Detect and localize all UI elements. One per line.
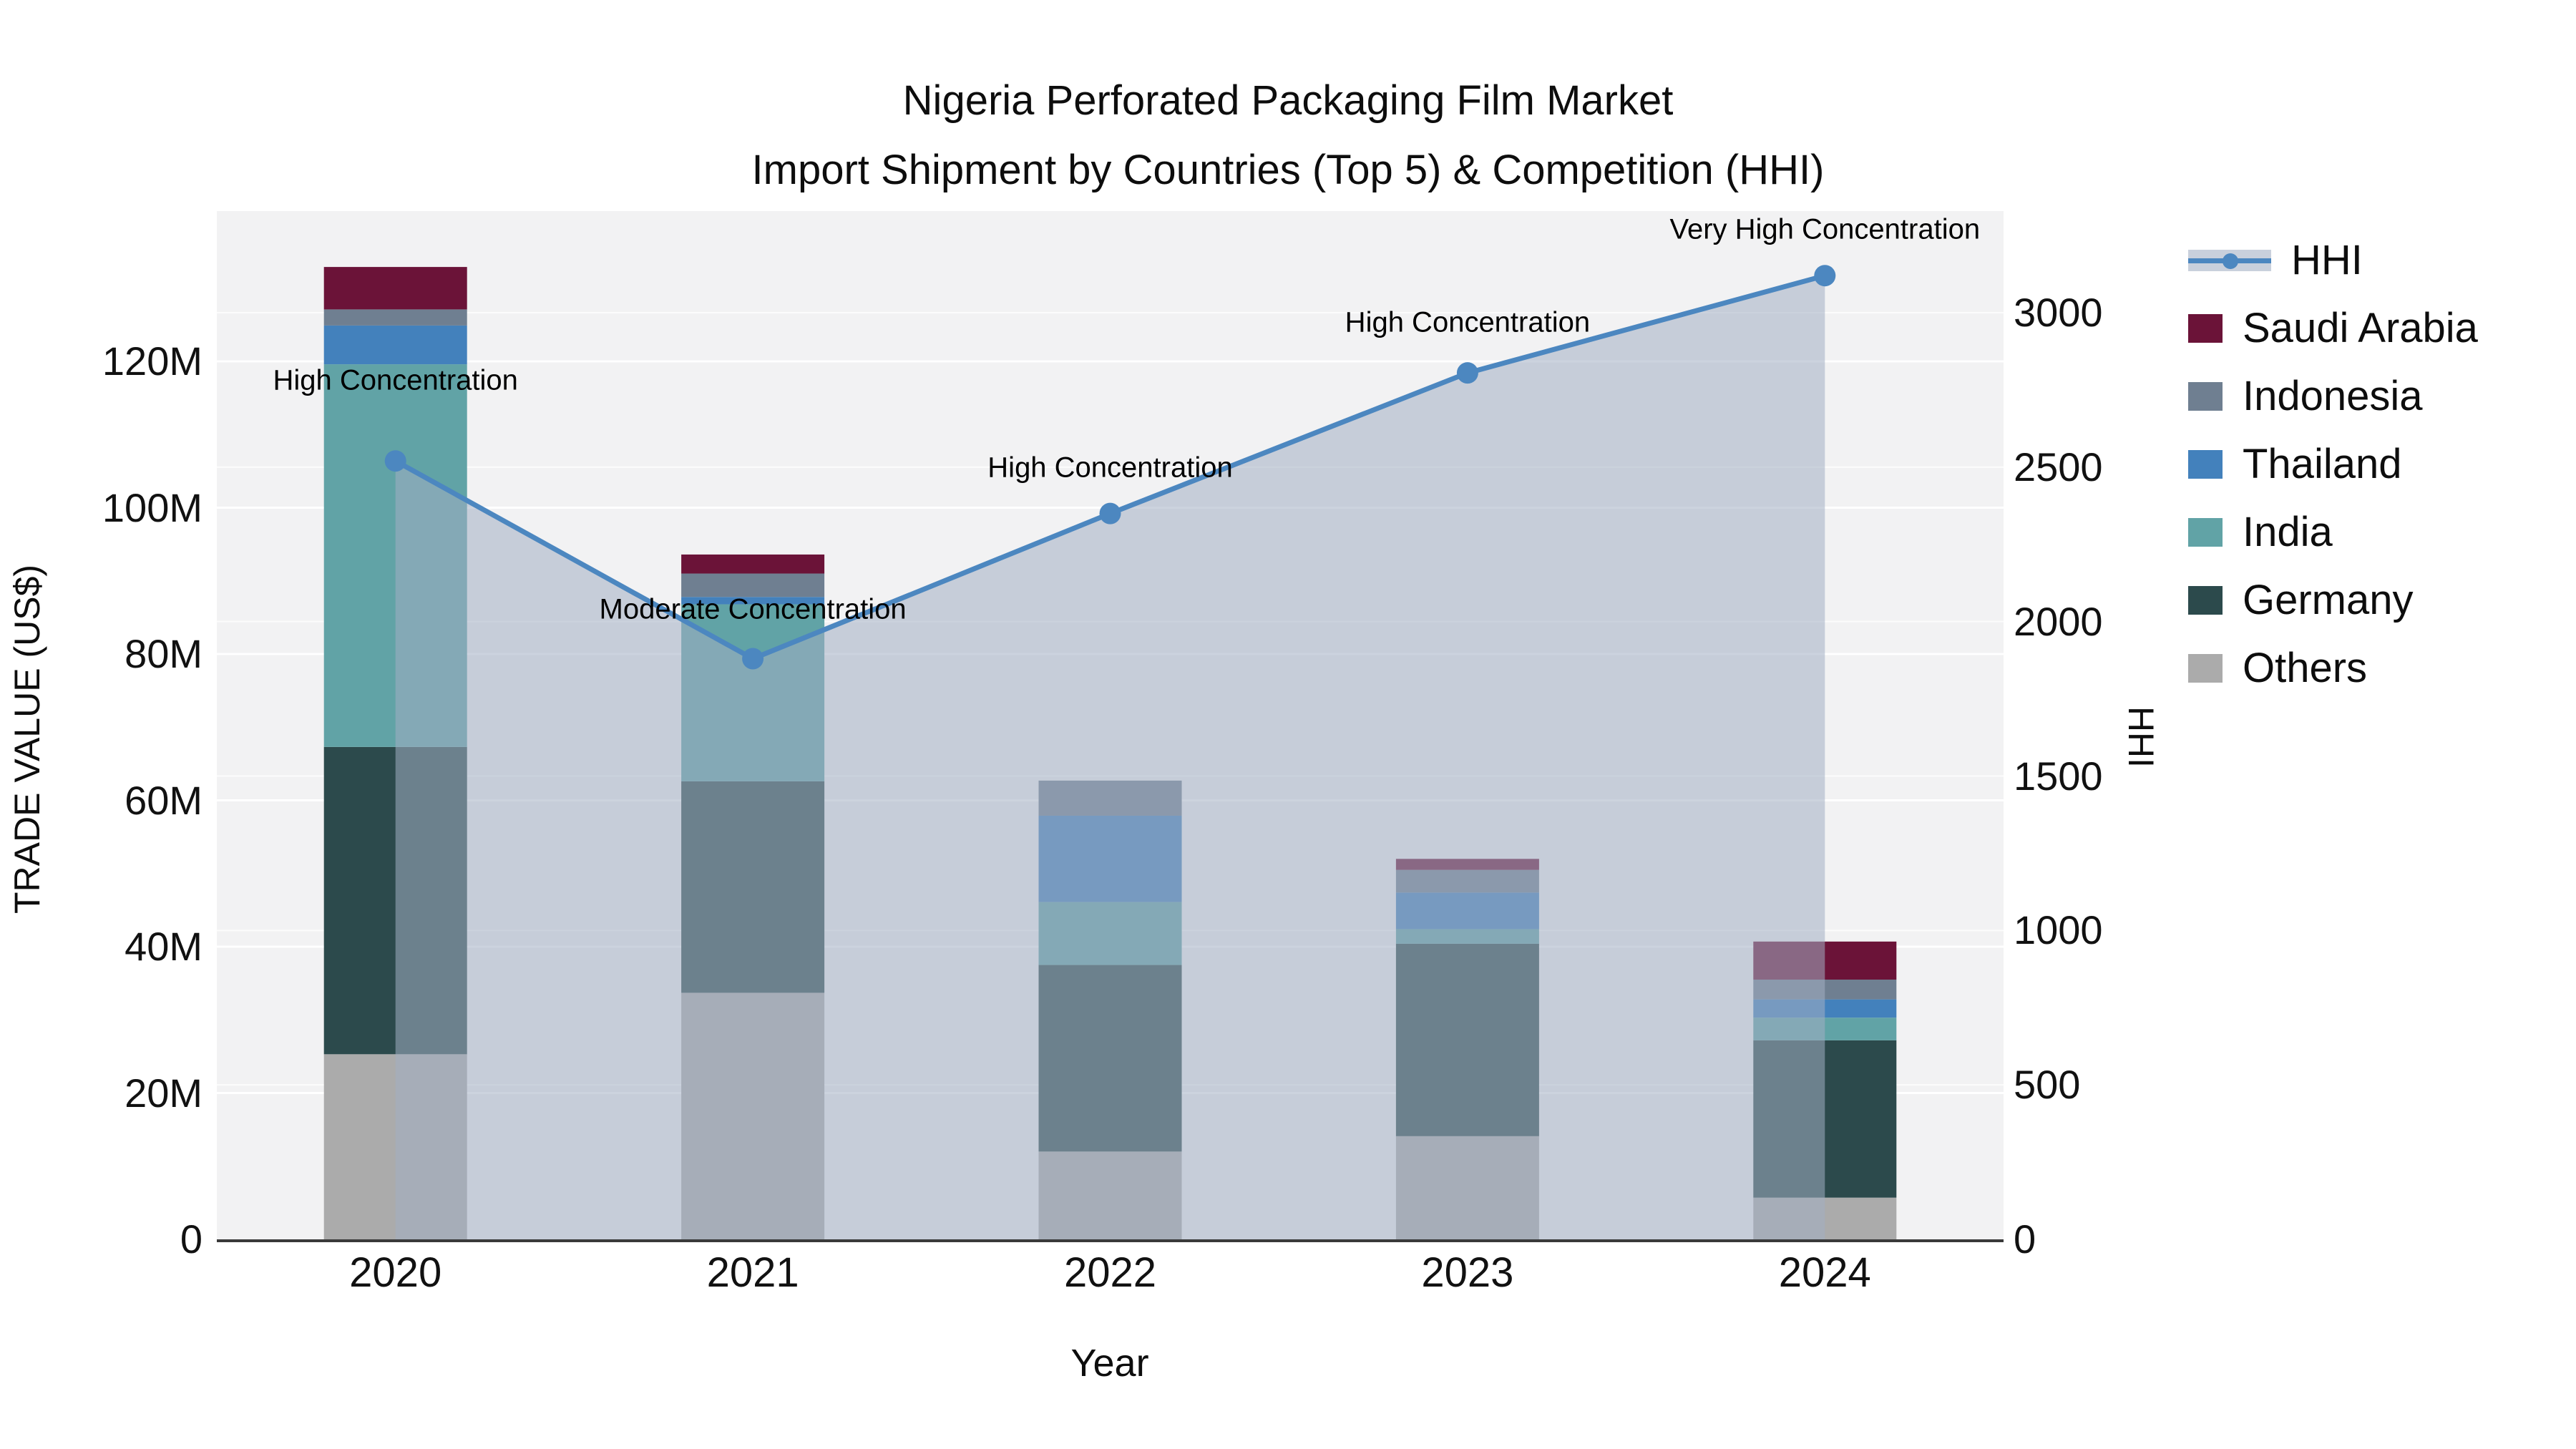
x-axis-title: Year — [1070, 1342, 1149, 1385]
legend-label-indonesia: Indonesia — [2243, 373, 2423, 419]
chart-title: Nigeria Perforated Packaging Film Market… — [0, 66, 2576, 205]
legend-swatch-saudi-arabia — [2188, 313, 2223, 343]
hhi-marker-2021[interactable] — [742, 648, 764, 670]
x-tick-2020: 2020 — [349, 1249, 442, 1296]
annotation-2023: High Concentration — [1345, 306, 1591, 338]
bar-segment-2021-indonesia[interactable] — [681, 573, 825, 597]
legend-label-thailand: Thailand — [2243, 441, 2402, 487]
chart-title-line1: Nigeria Perforated Packaging Film Market — [902, 77, 1674, 124]
y-right-tick-3000: 3000 — [2014, 290, 2103, 335]
y-left-tick-60M: 60M — [125, 777, 203, 823]
x-tick-2023: 2023 — [1421, 1249, 1514, 1296]
legend-item-others[interactable]: Others — [2188, 634, 2478, 702]
legend-swatch-india — [2188, 517, 2223, 547]
y-right-tick-2000: 2000 — [2014, 598, 2103, 644]
y-right-tick-500: 500 — [2014, 1062, 2081, 1108]
y-left-tick-0: 0 — [180, 1216, 203, 1262]
annotation-2020: High Concentration — [273, 364, 518, 396]
legend-label-hhi: HHI — [2291, 237, 2363, 283]
y-left-tick-100M: 100M — [102, 484, 203, 530]
legend-label-saudi-arabia: Saudi Arabia — [2243, 305, 2478, 351]
annotation-2024: Very High Concentration — [1669, 213, 1981, 245]
chart-title-line2: Import Shipment by Countries (Top 5) & C… — [751, 147, 1825, 193]
y-right-tick-2500: 2500 — [2014, 444, 2103, 489]
legend-swatch-thailand — [2188, 449, 2223, 479]
legend-label-others: Others — [2243, 645, 2368, 691]
x-tick-2021: 2021 — [706, 1249, 799, 1296]
hhi-marker-2022[interactable] — [1099, 502, 1121, 525]
hhi-marker-2024[interactable] — [1814, 265, 1836, 287]
y-left-tick-120M: 120M — [102, 338, 203, 384]
hhi-line-icon — [2188, 246, 2271, 275]
y-left-tick-80M: 80M — [125, 631, 203, 676]
legend: HHI Saudi Arabia Indonesia Thailand India Ger… — [2188, 226, 2478, 702]
legend-swatch-germany — [2188, 585, 2223, 615]
x-tick-2024: 2024 — [1778, 1249, 1871, 1296]
hhi-marker-2023[interactable] — [1456, 362, 1478, 384]
legend-label-india: India — [2243, 509, 2333, 555]
y-right-tick-1000: 1000 — [2014, 907, 2103, 953]
x-tick-2022: 2022 — [1063, 1249, 1157, 1296]
legend-item-saudi-arabia[interactable]: Saudi Arabia — [2188, 294, 2478, 362]
bar-segment-2020-thailand[interactable] — [323, 325, 467, 365]
y-axis-title-right: HHI — [2121, 706, 2161, 769]
hhi-marker-2020[interactable] — [384, 450, 406, 472]
legend-label-germany: Germany — [2243, 577, 2414, 623]
y-right-tick-1500: 1500 — [2014, 753, 2103, 799]
hhi-area-fill — [395, 275, 1825, 1240]
legend-swatch-indonesia — [2188, 381, 2223, 411]
annotation-2022: High Concentration — [987, 452, 1233, 484]
legend-item-hhi[interactable]: HHI — [2188, 226, 2478, 294]
bar-segment-2020-indonesia[interactable] — [323, 309, 467, 326]
legend-item-indonesia[interactable]: Indonesia — [2188, 362, 2478, 430]
y-axis-title-left: TRADE VALUE (US$) — [7, 564, 47, 914]
bar-segment-2021-saudi-arabia[interactable] — [681, 554, 825, 574]
hhi-line-icon-dot — [2223, 253, 2238, 269]
legend-item-thailand[interactable]: Thailand — [2188, 430, 2478, 498]
legend-item-germany[interactable]: Germany — [2188, 566, 2478, 634]
legend-swatch-others — [2188, 653, 2223, 683]
legend-item-india[interactable]: India — [2188, 498, 2478, 566]
y-left-tick-40M: 40M — [125, 924, 203, 969]
annotation-2021: Moderate Concentration — [599, 593, 907, 625]
y-right-tick-0: 0 — [2014, 1216, 2036, 1262]
bar-segment-2021-thailand[interactable] — [681, 597, 825, 605]
y-left-tick-20M: 20M — [125, 1070, 203, 1116]
bar-segment-2020-saudi-arabia[interactable] — [323, 267, 467, 310]
